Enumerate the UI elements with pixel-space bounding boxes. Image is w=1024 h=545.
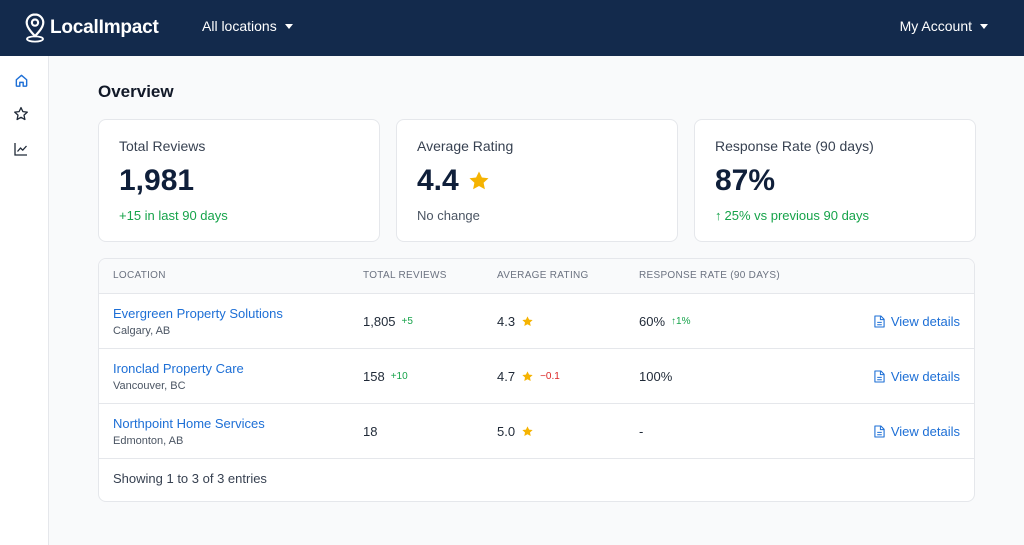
average-rating-label: Average Rating <box>417 138 514 154</box>
response-rate-cell: - <box>639 424 643 439</box>
view-details-link[interactable]: View details <box>874 424 960 439</box>
total-reviews-value: 1,805 <box>363 314 396 329</box>
top-navbar: LocalImpact All locations My Account <box>0 0 1024 56</box>
response-rate-value: 60% <box>639 314 666 329</box>
average-rating-card: Average Rating 4.4 No change <box>396 119 678 242</box>
rating-cell: 4.7 −0.1 <box>497 369 560 384</box>
rating-delta: −0.1 <box>540 371 560 382</box>
total-reviews-cell: 18 <box>363 424 377 439</box>
home-icon[interactable] <box>12 71 30 89</box>
star-icon[interactable] <box>12 105 30 123</box>
location-city: Vancouver, BC <box>113 380 186 392</box>
average-rating-value: 4.4 <box>417 164 459 197</box>
table-header: LOCATION TOTAL REVIEWS AVERAGE RATING RE… <box>99 259 974 294</box>
response-delta: ↑1% <box>671 316 691 327</box>
document-icon <box>874 425 885 438</box>
response-rate-change: ↑ 25% vs previous 90 days <box>715 208 869 223</box>
brand-name: LocalImpact <box>50 17 159 38</box>
total-reviews-value: 158 <box>363 369 385 384</box>
response-rate-cell: 60% ↑1% <box>639 314 690 329</box>
rating-value: 5.0 <box>497 424 516 439</box>
location-city: Edmonton, AB <box>113 435 184 447</box>
rating-cell: 4.3 <box>497 314 534 329</box>
response-rate-change-text: 25% vs previous 90 days <box>724 208 870 223</box>
caret-down-icon <box>980 23 988 29</box>
average-rating-value-wrap: 4.4 <box>417 164 491 198</box>
table-row: Northpoint Home Services Edmonton, AB 18… <box>99 404 974 459</box>
location-name-link[interactable]: Ironclad Property Care <box>113 361 244 376</box>
location-selector-label: All locations <box>202 18 277 34</box>
response-rate-value: 87% <box>715 164 776 197</box>
column-header-location[interactable]: LOCATION <box>113 270 166 281</box>
star-icon <box>522 426 533 436</box>
total-reviews-label: Total Reviews <box>119 138 206 154</box>
view-details-label: View details <box>890 369 960 384</box>
document-icon <box>874 370 885 383</box>
response-rate-card: Response Rate (90 days) 87% ↑ 25% vs pre… <box>694 119 976 242</box>
chart-icon[interactable] <box>12 140 30 158</box>
star-icon <box>469 171 489 190</box>
total-reviews-cell: 158 +10 <box>363 369 408 384</box>
account-menu-label: My Account <box>899 18 972 34</box>
sidebar <box>0 56 49 545</box>
location-name-link[interactable]: Northpoint Home Services <box>113 416 265 431</box>
view-details-label: View details <box>890 424 960 439</box>
location-selector[interactable]: All locations <box>202 18 293 34</box>
caret-down-icon <box>284 23 293 29</box>
response-rate-value: 100% <box>639 369 673 384</box>
response-rate-cell: 100% <box>639 369 672 384</box>
total-reviews-change: +15 in last 90 days <box>119 208 228 223</box>
average-rating-change: No change <box>417 208 480 223</box>
view-details-link[interactable]: View details <box>874 369 960 384</box>
account-menu[interactable]: My Account <box>900 18 988 34</box>
column-header-average-rating[interactable]: AVERAGE RATING <box>497 270 589 281</box>
arrow-up-icon: ↑ <box>715 208 722 223</box>
total-reviews-card: Total Reviews 1,981 +15 in last 90 days <box>98 119 380 242</box>
table-footer-entries: Showing 1 to 3 of 3 entries <box>113 471 267 486</box>
rating-value: 4.7 <box>497 369 516 384</box>
rating-value: 4.3 <box>497 314 516 329</box>
response-rate-label: Response Rate (90 days) <box>715 138 874 154</box>
total-reviews-value: 1,981 <box>119 164 195 197</box>
column-header-response-rate[interactable]: RESPONSE RATE (90 DAYS) <box>639 270 781 281</box>
reviews-delta: +5 <box>401 316 413 327</box>
total-reviews-cell: 1,805 +5 <box>363 314 413 329</box>
document-icon <box>874 315 885 328</box>
location-city: Calgary, AB <box>113 325 171 337</box>
star-icon <box>522 316 533 326</box>
column-header-total-reviews[interactable]: TOTAL REVIEWS <box>363 270 447 281</box>
reviews-delta: +10 <box>390 371 408 382</box>
total-reviews-value: 18 <box>363 424 378 439</box>
page-title: Overview <box>98 82 174 101</box>
location-name-link[interactable]: Evergreen Property Solutions <box>113 306 283 321</box>
star-icon <box>522 371 533 381</box>
view-details-label: View details <box>890 314 960 329</box>
response-rate-value: - <box>639 424 644 439</box>
table-row: Evergreen Property Solutions Calgary, AB… <box>99 294 974 349</box>
table-row: Ironclad Property Care Vancouver, BC 158… <box>99 349 974 404</box>
rating-cell: 5.0 <box>497 424 534 439</box>
view-details-link[interactable]: View details <box>874 314 960 329</box>
location-pin-icon <box>25 13 45 43</box>
locations-table: LOCATION TOTAL REVIEWS AVERAGE RATING RE… <box>98 258 975 502</box>
brand-logo[interactable]: LocalImpact <box>24 12 159 44</box>
